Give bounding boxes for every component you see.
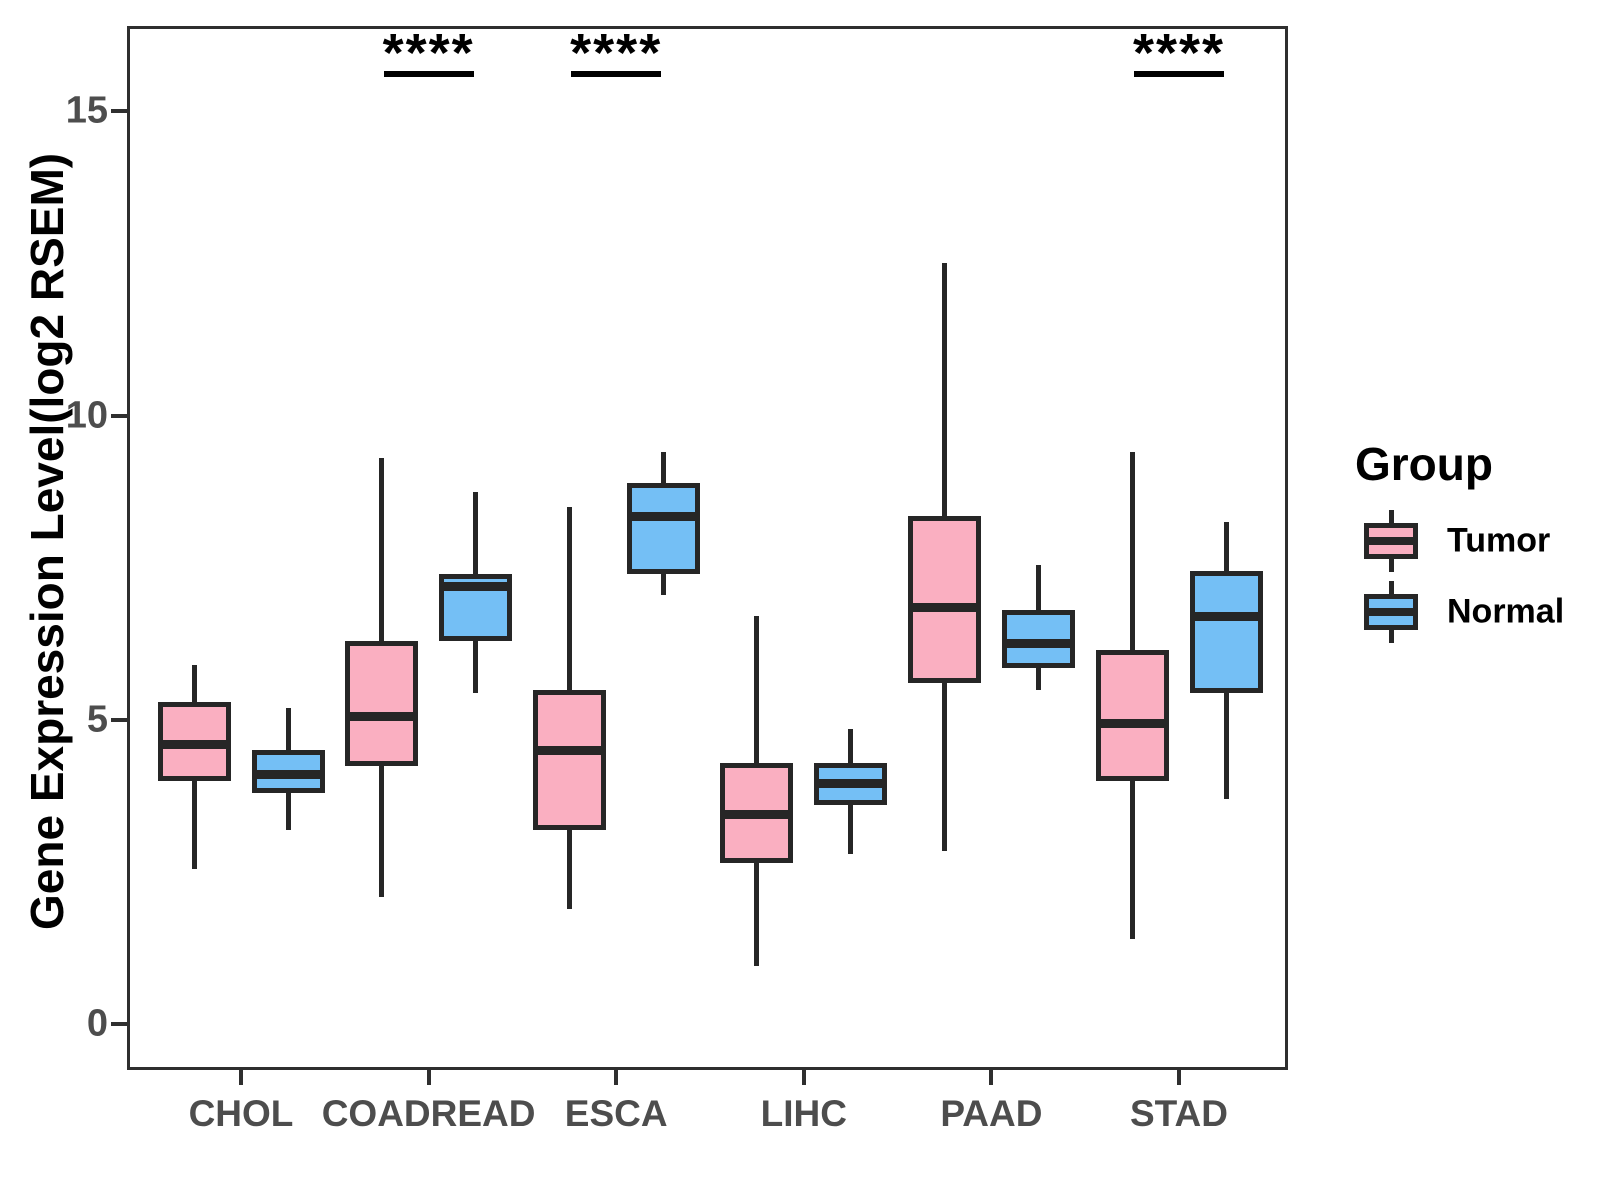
x-axis-tick [1177, 1070, 1181, 1085]
x-axis-category-label: COADREAD [321, 1093, 536, 1134]
median-line [626, 511, 700, 521]
box-tumor-STAD [1095, 649, 1169, 781]
y-axis-tick-label: 5 [86, 698, 108, 741]
box-normal-PAAD [1001, 610, 1075, 669]
x-axis-tick [801, 1070, 806, 1085]
y-axis-title: Gene Expression Level(log2 RSEM) [21, 152, 73, 930]
median-line [439, 581, 513, 591]
plot-panel [127, 26, 1288, 1070]
x-axis-category-label: CHOL [188, 1093, 294, 1134]
median-line [1001, 639, 1075, 649]
legend-title: Group [1355, 438, 1493, 490]
significance-underline [571, 71, 662, 77]
legend-item-label: Normal [1447, 592, 1565, 631]
y-axis-tick [111, 413, 127, 418]
significance-underline [1134, 71, 1224, 77]
y-axis-tick [111, 1022, 127, 1027]
median-line [1189, 611, 1263, 621]
median-line [157, 739, 231, 749]
y-axis-tick [111, 109, 127, 114]
median-line [907, 602, 981, 612]
x-axis-category-label: STAD [1130, 1093, 1228, 1134]
significance-underline [383, 71, 474, 77]
y-axis-tick-label: 0 [86, 1002, 108, 1045]
median-line [814, 779, 888, 789]
box-normal-ESCA [626, 482, 700, 574]
x-axis-tick [239, 1070, 243, 1085]
box-tumor-PAAD [907, 516, 981, 684]
legend-key-median [1364, 608, 1418, 616]
median-line [720, 809, 794, 819]
x-axis-category-label: PAAD [940, 1093, 1043, 1134]
box-normal-STAD [1189, 570, 1263, 693]
x-axis-tick [614, 1070, 619, 1085]
y-axis-tick [111, 717, 127, 722]
x-axis-tick [426, 1070, 431, 1085]
x-axis-category-label: ESCA [564, 1093, 668, 1134]
x-axis-category-label: LIHC [760, 1093, 847, 1134]
legend-item-label: Tumor [1447, 521, 1551, 560]
box-tumor-ESCA [532, 689, 606, 830]
median-line [1095, 718, 1169, 728]
x-axis-tick [989, 1070, 994, 1085]
y-axis-tick-label: 15 [65, 89, 108, 132]
median-line [345, 712, 419, 722]
box-tumor-COADREAD [345, 640, 419, 766]
y-axis-tick-label: 10 [65, 394, 108, 437]
legend-key-median [1364, 537, 1418, 545]
median-line [251, 770, 325, 780]
median-line [532, 745, 606, 755]
